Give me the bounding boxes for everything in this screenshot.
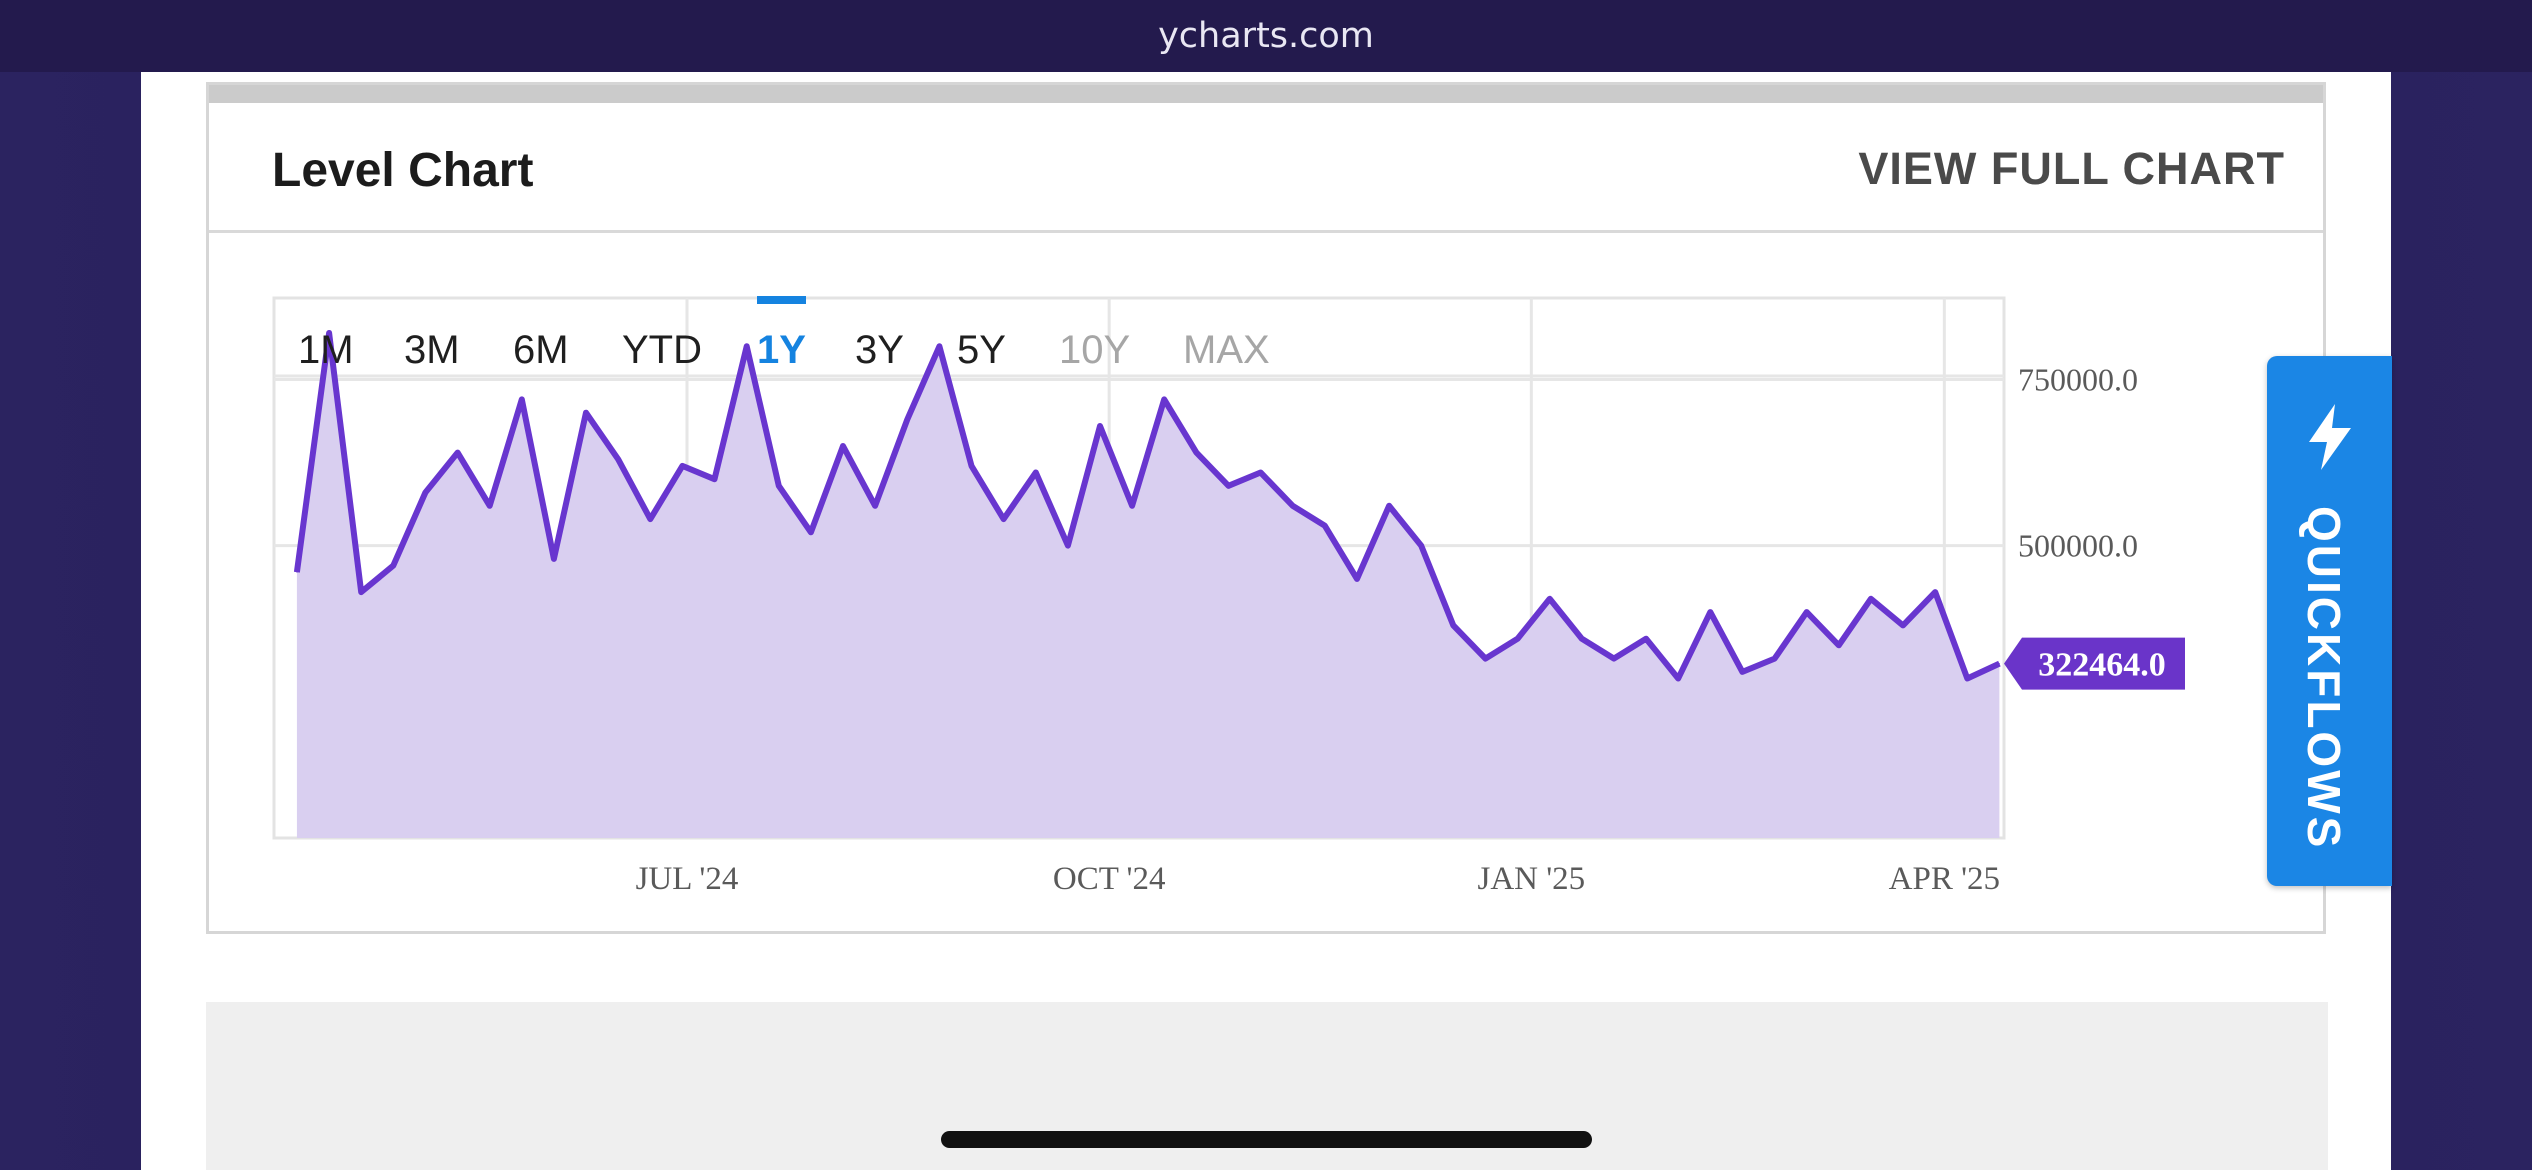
card-header: Level Chart VIEW FULL CHART	[209, 103, 2323, 233]
quickflows-button[interactable]: QUICKFLOWS	[2267, 356, 2392, 886]
data-point	[1356, 578, 1358, 580]
data-point	[938, 345, 940, 347]
data-point	[906, 418, 908, 420]
x-axis-labels: JUL '24 OCT '24 JAN '25 APR '25	[636, 861, 2000, 897]
range-tab-1y[interactable]: 1Y	[757, 328, 806, 372]
data-point	[1838, 644, 1840, 646]
data-point	[1645, 638, 1647, 640]
data-point	[553, 558, 555, 560]
data-point	[1003, 518, 1005, 520]
data-point	[1099, 425, 1101, 427]
x-tick-label: JUL '24	[636, 861, 739, 897]
view-full-chart-link[interactable]: VIEW FULL CHART	[1858, 143, 2285, 194]
data-point	[1131, 505, 1133, 507]
range-tab-6m[interactable]: 6M	[513, 328, 569, 372]
data-point	[521, 398, 523, 400]
series-area-fill	[296, 333, 2000, 838]
data-point	[1581, 638, 1583, 640]
data-point	[392, 565, 394, 567]
range-tab-10y[interactable]: 10Y	[1059, 328, 1131, 372]
data-point	[1517, 638, 1519, 640]
data-point	[1292, 505, 1294, 507]
data-point	[1195, 452, 1197, 454]
quickflows-label: QUICKFLOWS	[2298, 506, 2350, 851]
data-point	[360, 591, 362, 593]
data-point	[1709, 611, 1711, 613]
data-point	[1035, 472, 1037, 474]
data-point	[1677, 678, 1679, 680]
card-top-border	[209, 85, 2323, 103]
data-point	[328, 332, 330, 334]
data-point	[1998, 663, 2000, 665]
data-point	[1902, 624, 1904, 626]
data-point	[1774, 658, 1776, 660]
range-tab-5y[interactable]: 5Y	[957, 328, 1006, 372]
data-point	[424, 491, 426, 493]
data-point	[1549, 598, 1551, 600]
data-point	[1484, 658, 1486, 660]
data-point	[585, 412, 587, 414]
data-point	[1324, 525, 1326, 527]
series-line	[293, 330, 2001, 682]
data-point	[1966, 678, 1968, 680]
data-point	[1260, 472, 1262, 474]
x-tick-label: OCT '24	[1053, 861, 1166, 897]
active-tab-indicator	[757, 296, 806, 304]
data-point	[649, 518, 651, 520]
card-title: Level Chart	[272, 144, 534, 197]
y-axis-labels: 750000.0 500000.0	[2018, 362, 2138, 564]
data-point	[1613, 658, 1615, 660]
data-point	[1934, 591, 1936, 593]
y-tick-label: 750000.0	[2018, 362, 2138, 398]
chart-area-layer	[293, 330, 2001, 838]
current-value-label: 322464.0	[2038, 647, 2166, 684]
data-point	[1163, 398, 1165, 400]
data-point	[1452, 624, 1454, 626]
data-point	[778, 485, 780, 487]
data-point	[746, 345, 748, 347]
lightning-bolt-icon	[2309, 404, 2351, 470]
data-point	[874, 505, 876, 507]
data-point	[1741, 671, 1743, 673]
range-tab-3m[interactable]: 3M	[404, 328, 460, 372]
data-point	[617, 458, 619, 460]
url-label: ycharts.com	[1158, 16, 1374, 56]
y-tick-label: 500000.0	[2018, 528, 2138, 564]
current-value-badge-shape	[2004, 637, 2185, 690]
data-point	[810, 531, 812, 533]
x-tick-label: JAN '25	[1477, 861, 1585, 897]
data-point	[1227, 485, 1229, 487]
home-indicator	[941, 1131, 1592, 1148]
data-point	[1806, 611, 1808, 613]
browser-url-bar[interactable]: ycharts.com	[0, 0, 2532, 72]
data-point	[489, 505, 491, 507]
data-point	[457, 452, 459, 454]
data-point	[1420, 545, 1422, 547]
data-point	[681, 465, 683, 467]
data-point	[714, 478, 716, 480]
range-tab-ytd[interactable]: YTD	[622, 328, 702, 372]
range-tab-1m[interactable]: 1M	[298, 328, 354, 372]
data-point	[971, 465, 973, 467]
range-tab-max[interactable]: MAX	[1183, 328, 1270, 372]
data-point	[1388, 505, 1390, 507]
x-tick-label: APR '25	[1889, 861, 2000, 897]
range-tab-3y[interactable]: 3Y	[855, 328, 904, 372]
data-point	[296, 571, 298, 573]
data-point	[1067, 545, 1069, 547]
current-value-badge: 322464.0	[2004, 637, 2185, 690]
data-point	[842, 445, 844, 447]
data-point	[1870, 598, 1872, 600]
